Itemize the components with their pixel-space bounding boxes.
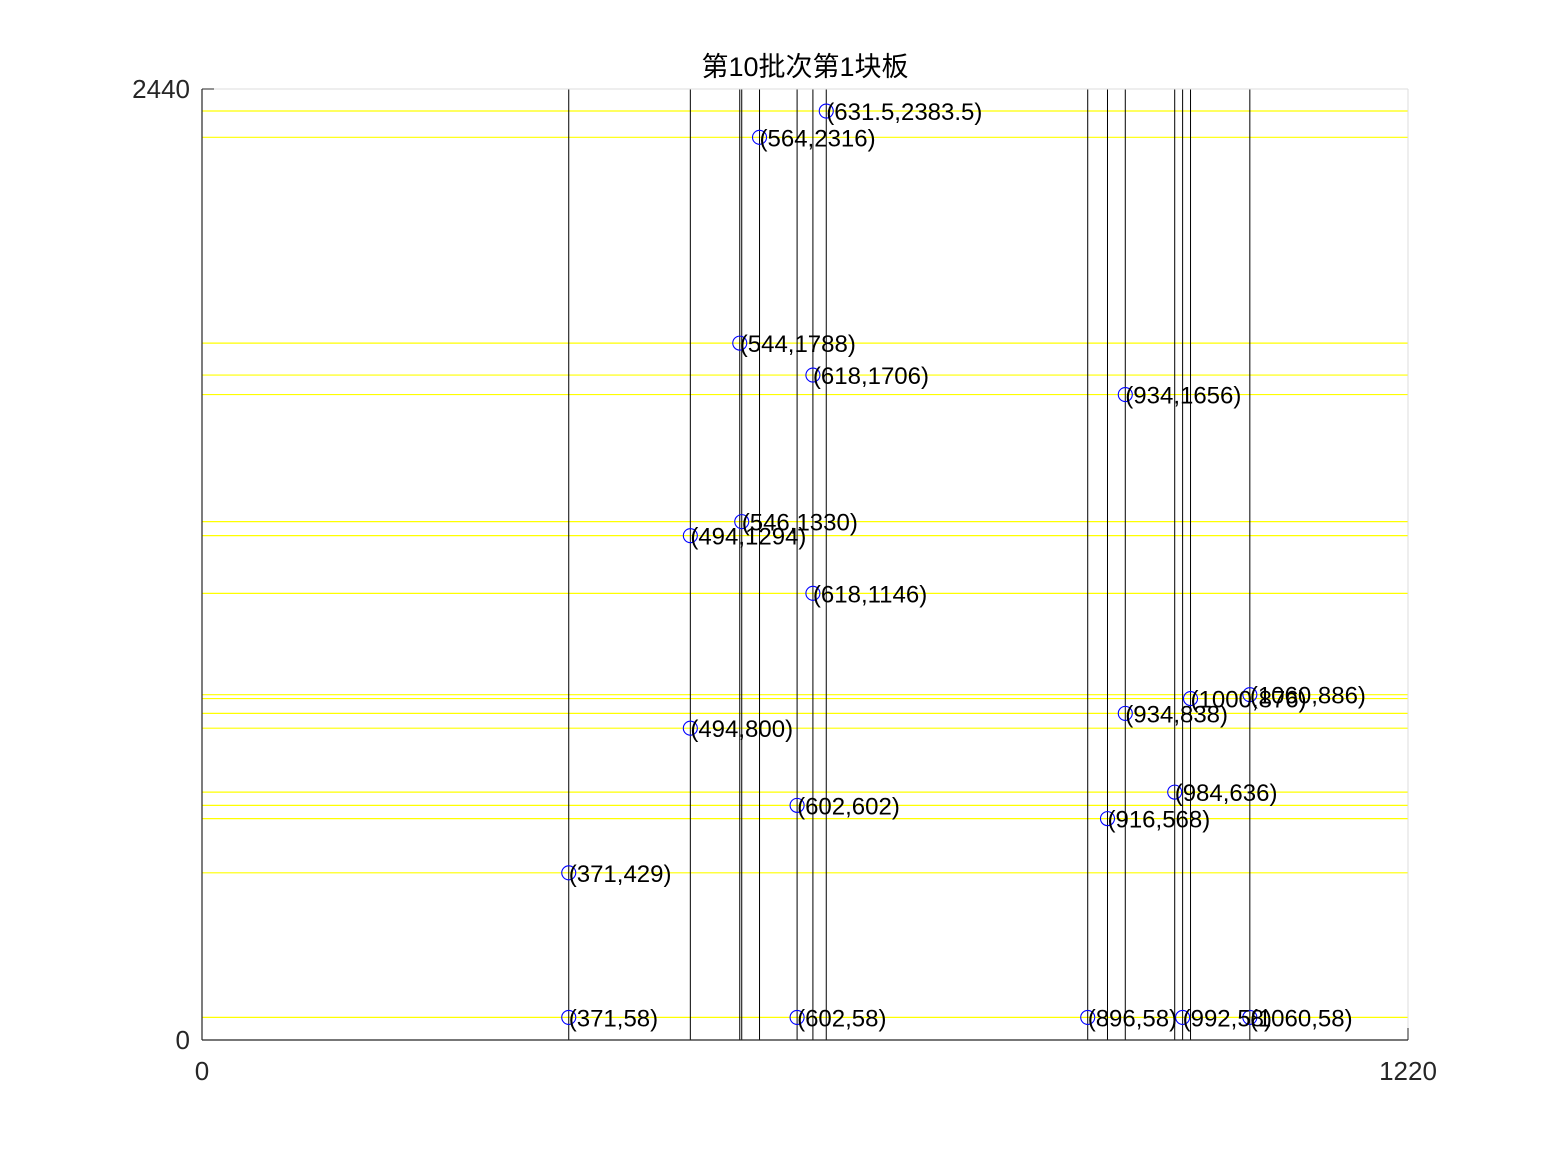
chart-title: 第10批次第1块板 [701, 52, 908, 82]
point-label: (916,568) [1107, 807, 1210, 834]
point-label: (896,58) [1088, 1005, 1177, 1032]
point-marker [751, 129, 768, 145]
point-labels-layer: (631.5,2383.5)(564,2316) (544,1788) (618,1… [569, 99, 1366, 1032]
point-marker [682, 720, 698, 736]
point-marker [1117, 387, 1133, 403]
point-marker [789, 797, 805, 813]
point-label: (1000,876) [1191, 687, 1307, 714]
horizontal-lines-layer [202, 110, 1408, 1018]
point-marker [789, 1009, 805, 1025]
axis-ticks-layer: 0 1220 0 2440 [132, 74, 1437, 1086]
y-tick-label: 0 [176, 1025, 190, 1055]
point-label: (602,58) [797, 1005, 886, 1032]
point-label: (992,58) [1183, 1005, 1272, 1032]
point-label: (1060,886) [1250, 683, 1366, 710]
point-marker [1182, 691, 1199, 707]
point-label: (618,1146) [813, 581, 927, 608]
point-label: (602,602) [797, 793, 900, 820]
point-marker [732, 335, 748, 351]
point-marker [818, 103, 834, 119]
point-label: (934,838) [1125, 701, 1228, 728]
point-label: (631.5,2383.5) [826, 99, 982, 126]
markers-layer [561, 103, 1258, 1025]
point-label: (618,1706) [813, 363, 929, 390]
vertical-lines-layer [568, 89, 1251, 1040]
point-marker [1167, 784, 1183, 800]
point-label: (371,429) [569, 861, 672, 888]
y-tick-label: 2440 [132, 74, 190, 104]
point-label: (564,2316) [760, 125, 876, 152]
point-marker [561, 1009, 577, 1025]
plot-frame [201, 88, 1409, 1041]
point-label: (1060,58) [1250, 1005, 1353, 1032]
point-label: (544,1788) [740, 331, 856, 358]
x-tick-label: 1220 [1379, 1056, 1437, 1086]
point-label: (984,636) [1175, 780, 1278, 807]
point-label: (371,58) [569, 1005, 658, 1032]
point-label: (934,1656) [1125, 383, 1241, 410]
point-marker [805, 367, 821, 383]
point-label: (494,1294) [690, 524, 806, 551]
point-label: (546,1330) [742, 510, 858, 537]
point-marker [1117, 705, 1133, 721]
point-marker [1099, 811, 1116, 827]
point-marker [1242, 687, 1258, 703]
point-label: (494,800) [690, 716, 793, 743]
point-marker [682, 528, 698, 544]
point-marker [734, 514, 750, 530]
point-marker [1242, 1009, 1258, 1025]
x-tick-label: 0 [195, 1056, 209, 1086]
point-marker [1080, 1009, 1096, 1025]
point-marker [805, 585, 821, 601]
point-marker [561, 865, 577, 881]
point-marker [1175, 1009, 1191, 1025]
